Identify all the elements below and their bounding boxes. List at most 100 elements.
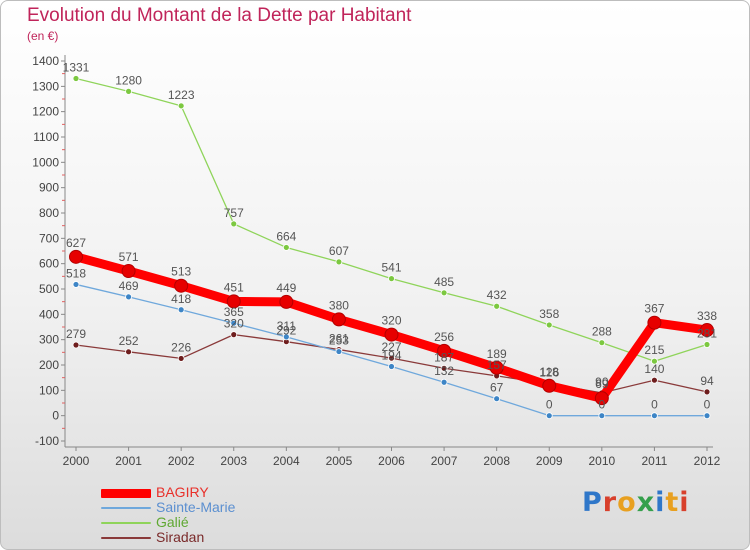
data-label-sainte-marie: 518 — [66, 266, 86, 280]
data-point-siradan — [72, 341, 80, 349]
data-point-gali- — [72, 75, 80, 82]
data-point-siradan — [440, 364, 448, 372]
data-label-siradan: 227 — [381, 340, 401, 354]
data-point-sainte-marie — [440, 378, 448, 386]
proxiti-logo: Proxiti — [582, 487, 690, 518]
data-point-gali- — [440, 289, 448, 297]
y-tick-label: 200 — [39, 358, 59, 372]
logo-letter: x — [636, 487, 656, 518]
data-point-siradan — [388, 354, 395, 362]
data-point-bagiry — [174, 278, 189, 293]
data-point-sainte-marie — [72, 281, 80, 288]
data-point-sainte-marie — [703, 412, 711, 420]
y-tick-label: 600 — [39, 257, 59, 271]
y-tick-label: 1300 — [32, 79, 59, 93]
data-point-sainte-marie — [282, 333, 290, 341]
x-tick-label: 2002 — [168, 454, 195, 468]
data-label-bagiry: 69 — [595, 377, 609, 391]
data-label-siradan: 261 — [329, 332, 349, 346]
data-point-siradan — [230, 331, 238, 339]
data-label-sainte-marie: 0 — [704, 398, 711, 412]
data-label-siradan: 226 — [171, 340, 191, 354]
chart-legend: BAGIRY Sainte-Marie Galié Siradan — [101, 484, 321, 545]
legend-item-gali-: Galié — [101, 514, 321, 530]
x-tick-label: 2001 — [115, 454, 142, 468]
data-point-bagiry — [331, 312, 346, 327]
y-tick-label: 300 — [39, 333, 59, 347]
data-point-siradan — [125, 348, 132, 356]
data-label-bagiry: 320 — [381, 314, 401, 328]
legend-label-siradan: Siradan — [156, 529, 205, 545]
data-point-siradan — [703, 388, 711, 396]
data-point-sainte-marie — [230, 319, 238, 327]
legend-label-bagiry: BAGIRY — [156, 484, 209, 500]
logo-letter: r — [602, 487, 618, 518]
chart-title: Evolution du Montant de la Dette par Hab… — [27, 5, 412, 26]
data-point-bagiry — [384, 327, 399, 342]
data-point-bagiry — [542, 378, 557, 393]
logo-letter: o — [617, 487, 637, 518]
data-point-gali- — [703, 341, 711, 348]
data-point-sainte-marie — [125, 293, 132, 301]
x-tick-label: 2007 — [431, 454, 458, 468]
legend-swatch-siradan — [101, 537, 151, 539]
data-point-bagiry — [489, 360, 504, 375]
x-tick-label: 2009 — [536, 454, 563, 468]
data-label-gali-: 1331 — [63, 60, 90, 74]
data-label-sainte-marie: 0 — [651, 398, 658, 412]
data-label-sainte-marie: 132 — [434, 364, 454, 378]
y-tick-label: 1000 — [32, 155, 59, 169]
logo-letter: i — [655, 487, 666, 518]
data-label-gali-: 541 — [381, 261, 401, 275]
y-tick-label: 900 — [39, 181, 59, 195]
data-point-sainte-marie — [388, 363, 395, 370]
data-point-siradan — [651, 376, 658, 384]
x-tick-label: 2004 — [273, 454, 300, 468]
y-tick-label: -100 — [35, 434, 59, 448]
data-point-bagiry — [594, 391, 609, 406]
y-tick-label: 0 — [52, 409, 59, 423]
data-point-gali- — [493, 302, 501, 310]
data-point-siradan — [177, 355, 185, 362]
data-point-bagiry — [121, 264, 136, 279]
x-tick-label: 2008 — [483, 454, 510, 468]
data-point-gali- — [282, 244, 290, 251]
data-label-siradan: 126 — [539, 366, 559, 380]
y-tick-label: 700 — [39, 231, 59, 245]
data-label-bagiry: 627 — [66, 236, 86, 250]
data-label-siradan: 157 — [487, 358, 507, 372]
legend-label-gali-: Galié — [156, 514, 189, 530]
data-label-siradan: 320 — [224, 317, 244, 331]
x-tick-label: 2012 — [694, 454, 721, 468]
data-point-gali- — [125, 88, 132, 95]
data-label-gali-: 432 — [487, 288, 507, 302]
legend-swatch-bagiry — [101, 488, 151, 498]
legend-label-sainte-marie: Sainte-Marie — [156, 499, 236, 515]
data-label-sainte-marie: 469 — [119, 279, 139, 293]
data-label-sainte-marie: 311 — [277, 319, 296, 333]
data-label-bagiry: 189 — [487, 347, 507, 361]
data-label-sainte-marie: 418 — [171, 292, 191, 306]
data-label-gali-: 757 — [224, 206, 244, 220]
x-tick-label: 2011 — [642, 454, 668, 468]
logo-letter: t — [665, 487, 680, 518]
data-point-gali- — [177, 102, 185, 110]
data-label-sainte-marie: 194 — [381, 349, 401, 363]
data-point-sainte-marie — [545, 412, 553, 420]
data-label-gali-: 1280 — [115, 73, 142, 87]
data-label-gali-: 288 — [592, 325, 612, 339]
data-label-bagiry: 256 — [434, 330, 454, 344]
data-point-bagiry — [647, 315, 662, 330]
y-tick-label: 1200 — [32, 105, 59, 119]
legend-swatch-sainte-marie — [101, 507, 151, 509]
x-tick-label: 2000 — [63, 454, 90, 468]
data-point-bagiry — [437, 343, 452, 358]
data-point-bagiry — [700, 323, 714, 338]
legend-item-sainte-marie: Sainte-Marie — [101, 499, 321, 515]
data-label-siradan: 90 — [595, 375, 609, 389]
data-label-gali-: 1223 — [168, 88, 195, 102]
data-label-gali-: 358 — [539, 307, 559, 321]
data-point-sainte-marie — [177, 306, 185, 314]
